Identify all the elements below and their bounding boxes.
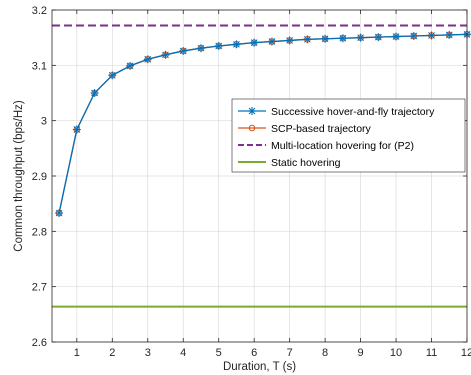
data-point-asterisk [196,44,205,53]
legend-label-static: Static hovering [271,157,341,169]
data-point-asterisk [267,37,276,46]
data-point-asterisk [179,46,188,55]
data-point-asterisk [427,31,436,40]
legend-label-multi-location: Multi-location hovering for (P2) [271,140,414,152]
data-point-asterisk [409,32,418,41]
x-tick-label: 3 [145,347,151,359]
legend-entry-static: Static hovering [238,157,341,169]
x-tick-label: 8 [322,347,328,359]
x-tick-label: 10 [390,347,402,359]
legend-entry-scp: SCP-based trajectory [238,123,372,135]
axis-ticks: 1 2 3 4 5 6 7 8 9 10 11 122.62.72.82.933.13.2 [32,5,471,359]
data-point-asterisk [445,30,454,39]
data-point-asterisk [55,209,64,218]
data-point-asterisk [338,34,347,43]
x-tick-label: 12 [461,347,471,359]
data-point-asterisk [285,36,294,45]
x-tick-label: 9 [358,347,364,359]
x-tick-label: 2 [109,347,115,359]
y-tick-label: 3.2 [32,5,47,17]
data-point-asterisk [214,41,223,50]
data-point-asterisk [374,33,383,42]
legend-label-scp: SCP-based trajectory [271,123,372,135]
x-tick-label: 6 [251,347,257,359]
legend-box [231,98,466,173]
data-point-asterisk [72,125,81,134]
data-point-asterisk [126,61,135,70]
asterisk-marker-icon [248,107,256,115]
y-axis-label: Common throughput (bps/Hz) [13,100,25,252]
legend: Successive hover-and-fly trajectory SCP-… [231,98,466,173]
data-point-asterisk [321,34,330,43]
y-tick-label: 2.7 [32,282,47,294]
x-tick-label: 1 [74,347,80,359]
y-tick-label: 2.6 [32,337,47,349]
y-tick-label: 2.8 [32,226,47,238]
x-tick-label: 5 [216,347,222,359]
x-tick-label: 4 [180,347,186,359]
x-axis-label: Duration, T (s) [223,361,296,373]
data-point-asterisk [303,35,312,44]
series-lines [52,24,471,308]
y-tick-label: 3 [41,116,47,128]
data-point-asterisk [250,38,259,47]
data-point-asterisk [392,32,401,41]
data-point-asterisk [161,50,170,59]
legend-entry-multi-location: Multi-location hovering for (P2) [238,140,414,152]
y-tick-label: 2.9 [32,171,47,183]
legend-label-successive-hover: Successive hover-and-fly trajectory [271,106,435,118]
data-point-asterisk [143,55,152,64]
data-point-asterisk [356,33,365,42]
x-tick-label: 11 [426,347,437,359]
legend-entry-successive-hover: Successive hover-and-fly trajectory [238,106,435,118]
data-point-asterisk [108,71,117,80]
y-tick-label: 3.1 [32,60,47,72]
data-point-asterisk [90,89,99,97]
x-tick-label: 7 [287,347,293,359]
circle-marker-icon [248,124,256,132]
data-point-asterisk [232,40,241,49]
